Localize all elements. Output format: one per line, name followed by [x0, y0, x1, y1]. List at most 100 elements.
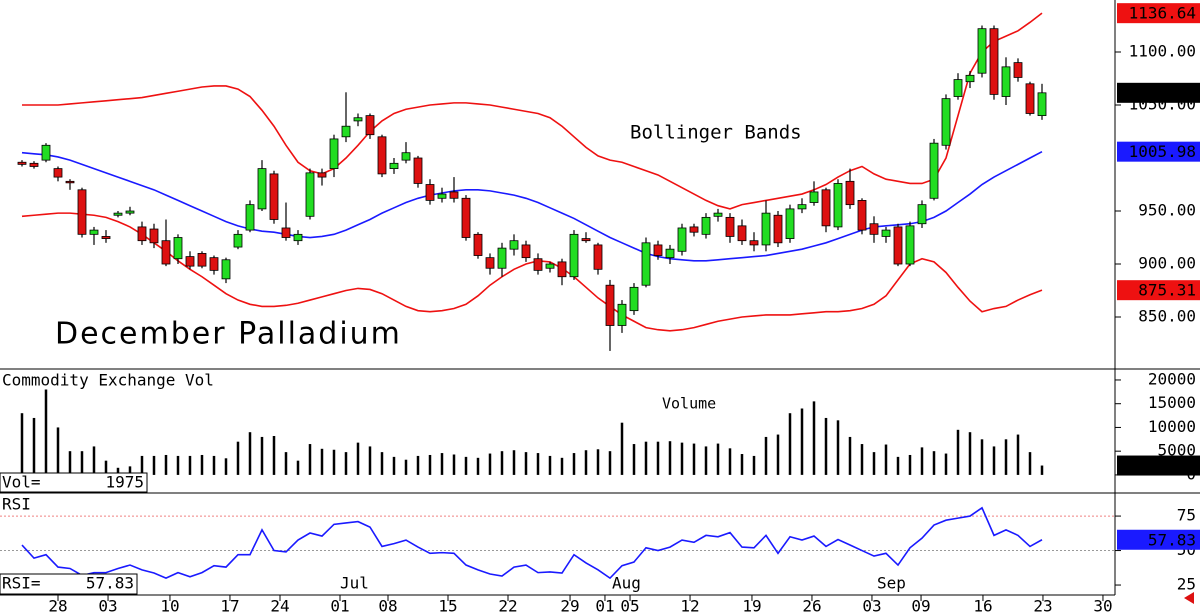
candle-body	[965, 74, 975, 83]
candle-body	[221, 259, 231, 280]
candle-body	[353, 117, 363, 122]
candle-body	[245, 204, 255, 231]
candle-body	[197, 253, 207, 267]
candle-body	[521, 244, 531, 259]
candle-body	[377, 136, 387, 175]
readout-box	[1117, 3, 1200, 24]
candle-body	[113, 212, 123, 216]
candle-body	[341, 125, 351, 138]
candle-body	[941, 98, 951, 146]
candle-body	[65, 180, 75, 184]
scroll-arrow[interactable]	[1184, 592, 1194, 604]
x-tick-label: 22	[498, 597, 517, 616]
candle-body	[797, 204, 807, 210]
readout-label: 875.31	[1138, 281, 1196, 300]
candle-body	[533, 258, 543, 271]
candle-body	[629, 286, 639, 312]
readout-label: 57.83	[1148, 530, 1196, 549]
annotation: Volume	[662, 395, 716, 413]
candle-body	[893, 226, 903, 265]
candle-body	[761, 212, 771, 246]
candle-body	[581, 238, 591, 242]
candle-body	[425, 184, 435, 201]
candle-body	[293, 233, 303, 242]
candle-body	[845, 180, 855, 206]
x-tick-label: 23	[1033, 597, 1052, 616]
y-tick-label: 25	[1177, 575, 1196, 594]
candle-body	[725, 216, 735, 237]
y-tick-label: 850.00	[1138, 307, 1196, 326]
bollinger-band	[21, 12, 1043, 210]
x-tick-label: 09	[911, 597, 930, 616]
readout-frame	[0, 573, 138, 595]
candle-body	[449, 191, 459, 199]
y-tick-label: 15000	[1148, 393, 1196, 412]
month-label: Sep	[877, 574, 906, 593]
candle-body	[89, 229, 99, 235]
candle-body	[545, 263, 555, 269]
chart-title: December Palladium	[55, 317, 402, 352]
candle-body	[1025, 83, 1035, 114]
readout-name: Vol=	[2, 473, 41, 492]
candle-body	[209, 257, 219, 271]
candle-body	[497, 247, 507, 269]
candle-body	[617, 303, 627, 326]
candle-body	[125, 210, 135, 214]
candle-body	[1001, 66, 1011, 97]
rsi-line	[21, 506, 1043, 580]
x-tick-label: 19	[742, 597, 761, 616]
candle-body	[41, 144, 51, 161]
candle-body	[17, 161, 27, 165]
candle-body	[509, 240, 519, 250]
readout-label: 1975	[1157, 456, 1196, 475]
y-tick-label: 75	[1177, 506, 1196, 525]
candle-body	[917, 204, 927, 225]
month-label: Aug	[612, 574, 641, 593]
readout-box	[1117, 529, 1200, 550]
candle-body	[833, 183, 843, 228]
candle-body	[1013, 62, 1023, 78]
x-tick-label: 12	[680, 597, 699, 616]
candle-body	[365, 115, 375, 136]
candle-body	[989, 28, 999, 95]
readout-value: 1975	[105, 473, 144, 492]
candle-body	[317, 172, 327, 178]
candle-body	[821, 189, 831, 227]
x-tick-label: 01	[330, 597, 349, 616]
candle-body	[977, 28, 987, 74]
candle-body	[677, 227, 687, 252]
candle-body	[953, 79, 963, 97]
candle-body	[905, 225, 915, 265]
candle-body	[401, 152, 411, 161]
candle-body	[461, 197, 471, 238]
x-tick-label: 08	[378, 597, 397, 616]
x-tick-label: 30	[1093, 597, 1112, 616]
readout-label: 1136.64	[1129, 4, 1196, 23]
candle-body	[557, 261, 567, 278]
candle-body	[929, 142, 939, 199]
candle-body	[785, 208, 795, 239]
readout-box	[1117, 280, 1200, 301]
y-tick-label: 20000	[1148, 369, 1196, 388]
candle-body	[29, 162, 39, 167]
candle-body	[593, 244, 603, 270]
candle-body	[161, 240, 171, 265]
candle-body	[389, 162, 399, 170]
candle-body	[641, 242, 651, 286]
candle-body	[53, 168, 63, 178]
candle-body	[737, 225, 747, 242]
candle-body	[137, 226, 147, 242]
candle-body	[437, 193, 447, 199]
candle-body	[809, 191, 819, 203]
y-tick-label: 10000	[1148, 417, 1196, 436]
readout-value: 57.83	[86, 574, 134, 593]
candle-body	[305, 172, 315, 217]
candle-body	[77, 189, 87, 235]
candle-body	[485, 257, 495, 269]
candle-body	[773, 214, 783, 244]
month-label: Jul	[340, 574, 369, 593]
readout-box	[1117, 141, 1200, 162]
candle-body	[281, 227, 291, 238]
candle-body	[269, 173, 279, 220]
